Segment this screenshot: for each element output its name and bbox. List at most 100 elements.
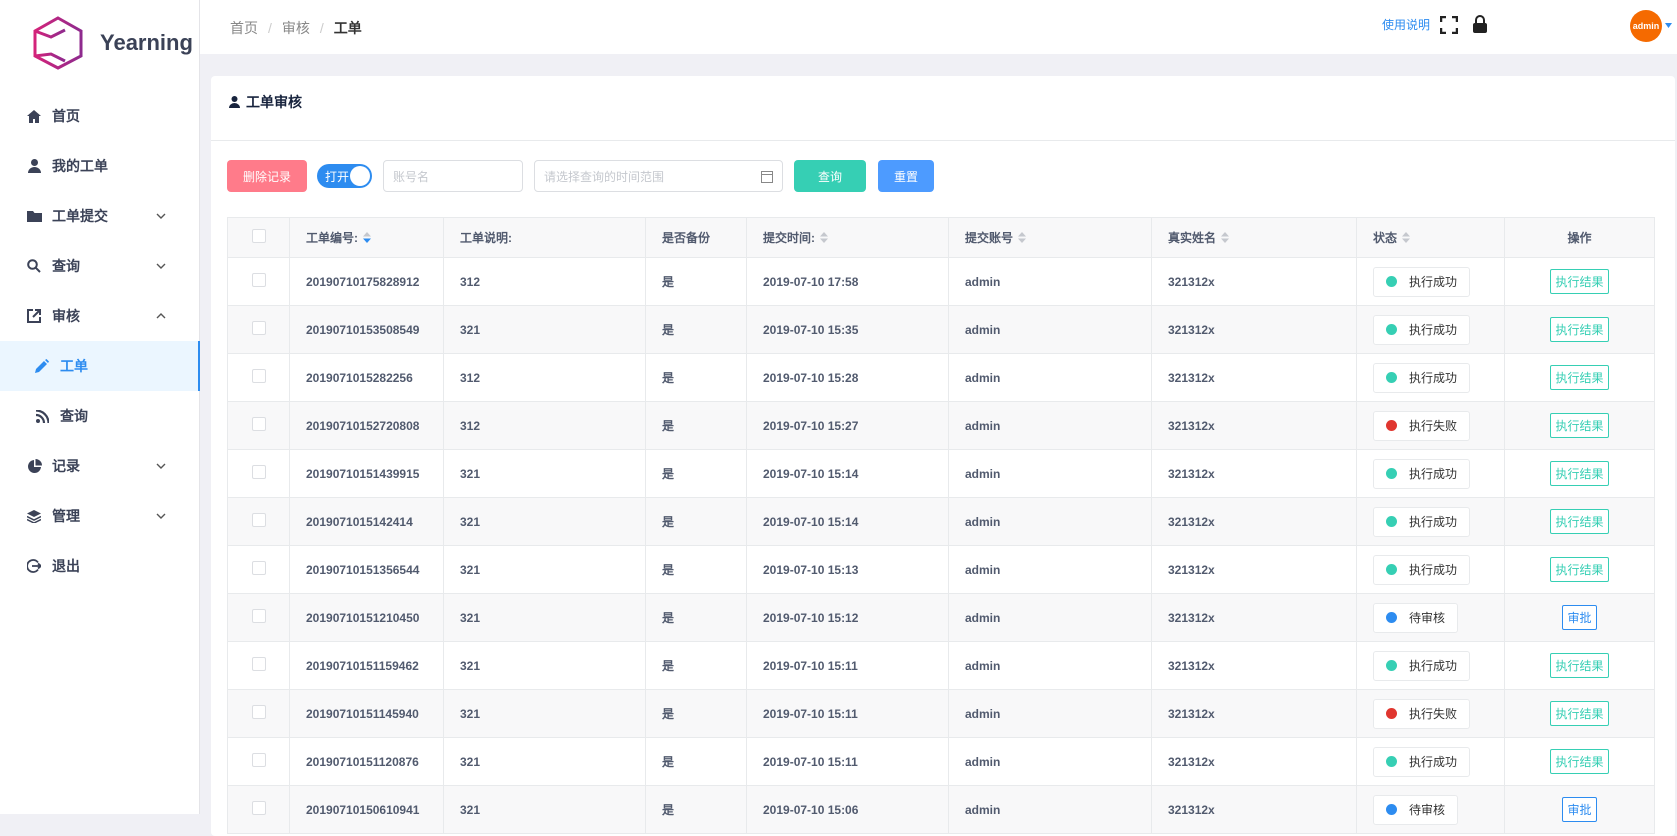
column-header: 是否备份 bbox=[645, 217, 747, 258]
row-checkbox[interactable] bbox=[251, 369, 266, 383]
sidebar-item-6[interactable]: 查询 bbox=[0, 391, 200, 441]
sort-icon[interactable] bbox=[1221, 231, 1230, 246]
status-badge: 待审核 bbox=[1373, 602, 1459, 633]
cell: 321 bbox=[443, 305, 646, 354]
column-header[interactable]: 提交时间: bbox=[746, 217, 949, 258]
select-all-checkbox[interactable] bbox=[251, 229, 266, 243]
user-icon bbox=[229, 96, 240, 108]
row-checkbox[interactable] bbox=[251, 801, 266, 815]
result-button[interactable]: 执行结果 bbox=[1550, 365, 1609, 390]
result-button[interactable]: 执行结果 bbox=[1550, 653, 1609, 678]
sidebar-item-label: 首页 bbox=[52, 108, 80, 124]
cell: admin bbox=[948, 593, 1152, 642]
row-checkbox[interactable] bbox=[251, 753, 266, 767]
cell: 是 bbox=[645, 593, 747, 642]
column-header[interactable]: 状态 bbox=[1356, 217, 1505, 258]
status-dot bbox=[1386, 564, 1397, 575]
sidebar-item-5[interactable]: 工单 bbox=[0, 341, 200, 391]
sidebar-item-8[interactable]: 管理 bbox=[0, 491, 200, 541]
row-checkbox[interactable] bbox=[251, 561, 266, 575]
result-button[interactable]: 执行结果 bbox=[1550, 509, 1609, 534]
result-button[interactable]: 执行结果 bbox=[1550, 749, 1609, 774]
sidebar-item-9[interactable]: 退出 bbox=[0, 541, 200, 591]
status-cell: 执行失败 bbox=[1356, 689, 1505, 738]
status-text: 执行成功 bbox=[1409, 515, 1458, 529]
row-checkbox[interactable] bbox=[251, 657, 266, 671]
sidebar-item-0[interactable]: 首页 bbox=[0, 91, 200, 141]
column-header[interactable]: 提交账号 bbox=[948, 217, 1152, 258]
toggle-label: 打开 bbox=[325, 169, 350, 184]
row-select-cell bbox=[227, 545, 290, 594]
fullscreen-icon[interactable] bbox=[1440, 16, 1458, 34]
result-button[interactable]: 执行结果 bbox=[1550, 317, 1609, 342]
breadcrumb-review[interactable]: 审核 bbox=[281, 20, 310, 36]
account-input[interactable]: 账号名 bbox=[383, 160, 523, 192]
result-button[interactable]: 执行结果 bbox=[1550, 701, 1609, 726]
column-header-label: 提交账号 bbox=[965, 231, 1014, 245]
breadcrumb-home[interactable]: 首页 bbox=[230, 20, 258, 36]
sidebar-item-7[interactable]: 记录 bbox=[0, 441, 200, 491]
status-badge: 执行成功 bbox=[1373, 266, 1471, 297]
cell: 321312x bbox=[1151, 497, 1357, 546]
result-button[interactable]: 执行结果 bbox=[1550, 269, 1609, 294]
column-header[interactable]: 真实姓名 bbox=[1151, 217, 1357, 258]
result-button[interactable]: 执行结果 bbox=[1550, 413, 1609, 438]
delete-records-button[interactable]: 删除记录 bbox=[227, 160, 307, 192]
sidebar-item-4[interactable]: 审核 bbox=[0, 291, 200, 341]
home-icon bbox=[26, 108, 42, 124]
row-checkbox[interactable] bbox=[251, 609, 266, 623]
toggle-switch[interactable]: 打开 bbox=[317, 164, 372, 188]
cell: admin bbox=[948, 641, 1152, 690]
calendar-icon bbox=[761, 171, 773, 183]
sidebar-item-label: 查询 bbox=[52, 258, 80, 274]
status-cell: 待审核 bbox=[1356, 785, 1505, 834]
help-link[interactable]: 使用说明 bbox=[1382, 18, 1431, 32]
row-checkbox[interactable] bbox=[251, 417, 266, 431]
reset-button[interactable]: 重置 bbox=[878, 160, 934, 192]
cell: 321312x bbox=[1151, 689, 1357, 738]
column-header[interactable]: 工单编号: bbox=[289, 217, 444, 258]
query-button[interactable]: 查询 bbox=[794, 160, 866, 192]
approve-button[interactable]: 审批 bbox=[1562, 605, 1597, 630]
row-checkbox[interactable] bbox=[251, 513, 266, 527]
chevron-up-icon bbox=[156, 310, 166, 322]
date-range-input[interactable]: 请选择查询的时间范围 bbox=[534, 160, 783, 192]
cell: 是 bbox=[645, 641, 747, 690]
status-cell: 执行成功 bbox=[1356, 545, 1505, 594]
row-select-cell bbox=[227, 353, 290, 402]
status-badge: 执行成功 bbox=[1373, 314, 1471, 345]
sidebar-item-2[interactable]: 工单提交 bbox=[0, 191, 200, 241]
sort-icon[interactable] bbox=[363, 231, 371, 246]
logo: Yearning bbox=[32, 16, 193, 70]
row-checkbox[interactable] bbox=[251, 321, 266, 335]
cell: 2019-07-10 17:58 bbox=[746, 257, 949, 306]
cell: 20190710151439915 bbox=[289, 449, 444, 498]
sort-icon[interactable] bbox=[1402, 231, 1411, 246]
caret-down-icon[interactable] bbox=[1665, 23, 1672, 28]
logout-icon bbox=[26, 558, 42, 574]
cell: 20190710153508549 bbox=[289, 305, 444, 354]
column-header: 操作 bbox=[1504, 217, 1655, 258]
sidebar-item-label: 审核 bbox=[52, 308, 80, 324]
status-text: 执行失败 bbox=[1409, 419, 1458, 433]
approve-button[interactable]: 审批 bbox=[1562, 797, 1597, 822]
status-badge: 执行成功 bbox=[1373, 650, 1471, 681]
lock-icon[interactable] bbox=[1472, 14, 1488, 34]
result-button[interactable]: 执行结果 bbox=[1550, 461, 1609, 486]
action-cell: 执行结果 bbox=[1504, 401, 1655, 450]
action-cell: 执行结果 bbox=[1504, 353, 1655, 402]
row-checkbox[interactable] bbox=[251, 705, 266, 719]
action-cell: 执行结果 bbox=[1504, 641, 1655, 690]
sort-icon[interactable] bbox=[820, 231, 828, 246]
result-button[interactable]: 执行结果 bbox=[1550, 557, 1609, 582]
row-checkbox[interactable] bbox=[251, 273, 266, 287]
cell: 321 bbox=[443, 497, 646, 546]
sort-icon[interactable] bbox=[1018, 231, 1027, 246]
cell: 312 bbox=[443, 401, 646, 450]
status-dot bbox=[1386, 660, 1397, 671]
sidebar-item-3[interactable]: 查询 bbox=[0, 241, 200, 291]
cell: 是 bbox=[645, 737, 747, 786]
avatar[interactable]: admin bbox=[1630, 10, 1662, 42]
sidebar-item-1[interactable]: 我的工单 bbox=[0, 141, 200, 191]
row-checkbox[interactable] bbox=[251, 465, 266, 479]
